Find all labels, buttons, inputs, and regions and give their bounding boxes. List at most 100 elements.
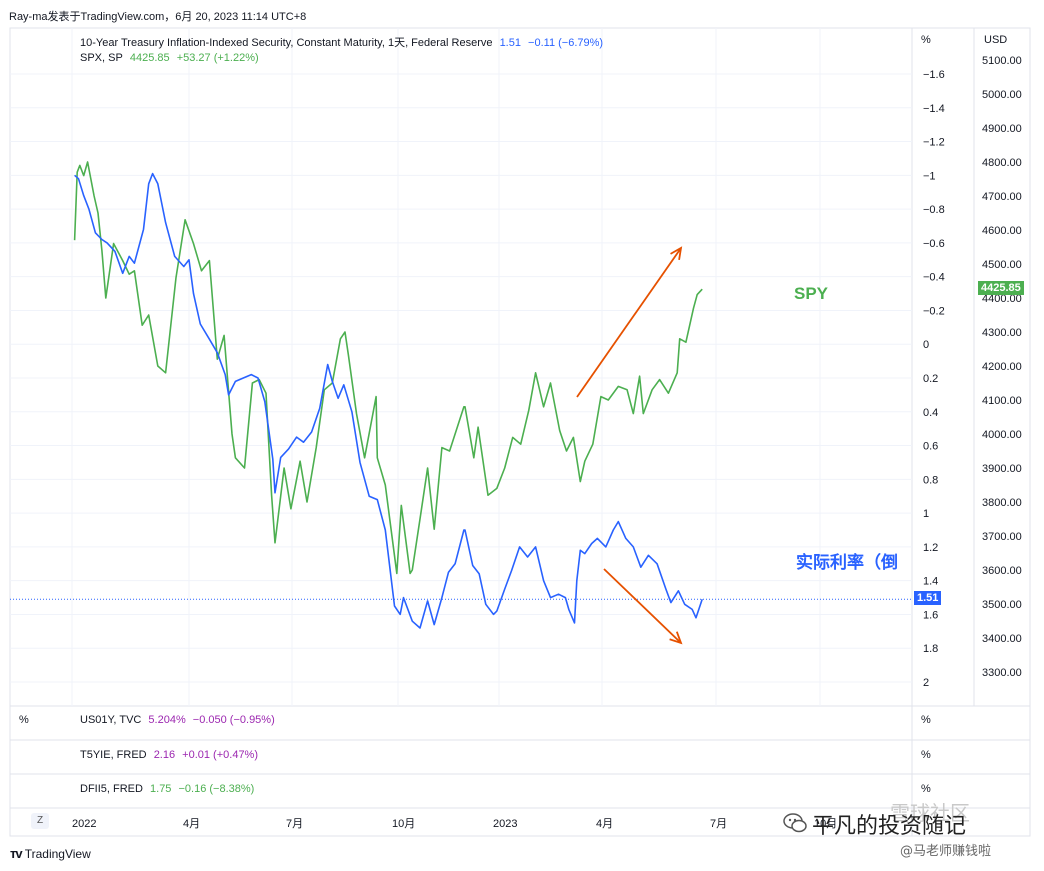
x-axis-ticks: 2022 4月 7月 10月 2023 4月 7月 10月 (72, 818, 837, 830)
brand-label: TradingView (24, 847, 91, 861)
legend-tips-value: 1.51 (499, 37, 521, 49)
watermark-line2: @马老师赚钱啦 (900, 844, 992, 859)
left-tick-label: 0.6 (923, 441, 938, 453)
chart-frame (9, 27, 1031, 837)
right-tick-label: 4500.00 (982, 259, 1022, 271)
series-line-tips (74, 172, 703, 629)
down-arrow (603, 568, 683, 645)
legend-tips-name: 10-Year Treasury Inflation-Indexed Secur… (80, 37, 493, 49)
tips-price-tag: 1.51 (914, 591, 942, 606)
right-scale-unit: USD (984, 34, 1008, 46)
wechat-icon (783, 812, 807, 834)
left-tick-label: −0.8 (923, 204, 945, 216)
pane-1-legend[interactable]: US01Y, TVC 5.204% −0.050 (−0.95%) (80, 714, 279, 726)
right-tick-label: 4900.00 (982, 123, 1022, 135)
left-axis-ticks: −1.6 −1.4 −1.2 −1 −0.8 −0.6 −0.4 −0.2 0 0.2 0.4 0.6… (923, 69, 945, 689)
up-arrow-shaft (576, 247, 682, 398)
annotation-spy: SPY (794, 284, 829, 303)
right-tick-label: 4600.00 (982, 225, 1022, 237)
legend-tips-change: −0.11 (−6.79%) (528, 37, 604, 49)
pane-1-unit: % (19, 714, 29, 726)
left-tick-label: −1.2 (923, 137, 945, 149)
series-layer (73, 161, 703, 629)
right-tick-label: 3400.00 (982, 633, 1022, 645)
right-tick-label: 4100.00 (982, 395, 1022, 407)
up-arrow (576, 246, 683, 398)
left-tick-label: 2 (923, 677, 929, 689)
tradingview-logo-icon: ᴛᴠ (10, 846, 23, 861)
chart-grid (10, 28, 912, 706)
legend-tips[interactable]: 10-Year Treasury Inflation-Indexed Secur… (80, 34, 607, 50)
left-tick-label: 0 (923, 339, 929, 351)
x-tick-label: 2023 (493, 818, 517, 830)
right-tick-label: 4700.00 (982, 191, 1022, 203)
pane-3-right-unit: % (921, 783, 931, 795)
right-tick-label: 3500.00 (982, 599, 1022, 611)
left-tick-label: −1.6 (923, 69, 945, 81)
legend-spx-name: SPX, SP (80, 52, 123, 64)
x-tick-label: 7月 (286, 818, 303, 830)
pane-2-right-unit: % (921, 749, 931, 761)
up-arrow-head (670, 246, 683, 260)
pane-1-name: US01Y, TVC (80, 714, 142, 726)
left-tick-label: −1 (923, 170, 936, 182)
x-tick-label: 4月 (183, 818, 200, 830)
right-tick-label: 4800.00 (982, 157, 1022, 169)
pane-1-value: 5.204% (148, 714, 186, 726)
x-tick-label: 4月 (596, 818, 613, 830)
left-tick-label: −0.4 (923, 272, 945, 284)
right-tick-label: 3300.00 (982, 667, 1022, 679)
pane-3-name: DFII5, FRED (80, 783, 143, 795)
left-tick-label: 0.2 (923, 373, 938, 385)
right-axis-ticks: 5100.00 5000.00 4900.00 4800.00 4700.00 4600.… (982, 55, 1022, 679)
legend-spx-value: 4425.85 (129, 52, 170, 64)
right-tick-label: 3800.00 (982, 497, 1022, 509)
left-tick-label: −0.6 (923, 238, 945, 250)
watermark-faded: 雪球社区 (890, 801, 970, 825)
chart-border (9, 27, 1031, 837)
left-scale-unit: % (921, 34, 931, 46)
left-tick-label: 1.6 (923, 609, 938, 621)
down-arrow-shaft (603, 568, 682, 644)
x-tick-label: 10月 (392, 818, 415, 830)
right-tick-label: 3700.00 (982, 531, 1022, 543)
left-tick-label: 1.4 (923, 576, 938, 588)
x-tick-label: 10月 (814, 818, 837, 830)
publish-header: Ray-ma发表于TradingView.com，6月 20, 2023 11:… (9, 11, 307, 23)
pane-1-change: −0.050 (−0.95%) (192, 714, 275, 726)
pane-3-change: −0.16 (−8.38%) (178, 783, 255, 795)
right-tick-label: 4400.00 (982, 293, 1022, 305)
annotation-real-rate: 实际利率（倒 (796, 553, 898, 572)
x-tick-label: 2022 (72, 818, 96, 830)
x-tick-label: 7月 (710, 818, 727, 830)
right-tick-label: 3900.00 (982, 463, 1022, 475)
down-arrow-head (669, 631, 683, 645)
pane-2-legend[interactable]: T5YIE, FRED 2.16 +0.01 (+0.47%) (80, 749, 262, 761)
timezone-button[interactable]: Z (31, 813, 49, 829)
left-tick-label: 1 (923, 508, 929, 520)
left-tick-label: 1.2 (923, 542, 938, 554)
right-tick-label: 5000.00 (982, 89, 1022, 101)
right-tick-label: 4200.00 (982, 361, 1022, 373)
pane-2-change: +0.01 (+0.47%) (182, 749, 259, 761)
pane-2-name: T5YIE, FRED (80, 749, 147, 761)
legend-spx[interactable]: SPX, SP 4425.85 +53.27 (+1.22%) (80, 52, 263, 64)
left-tick-label: −1.4 (923, 103, 945, 115)
pane-2-value: 2.16 (153, 749, 176, 761)
left-tick-label: 1.8 (923, 643, 938, 655)
tradingview-brand[interactable]: ᴛᴠ TradingView (10, 846, 91, 861)
right-tick-label: 4300.00 (982, 327, 1022, 339)
spx-price-tag: 4425.85 (978, 281, 1024, 296)
left-tick-label: −0.2 (923, 305, 945, 317)
pane-3-value: 1.75 (150, 783, 172, 795)
pane-3-legend[interactable]: DFII5, FRED 1.75 −0.16 (−8.38%) (80, 783, 258, 795)
left-tick-label: 0.8 (923, 474, 938, 486)
series-line-spx (73, 161, 703, 575)
left-tick-label: 0.4 (923, 407, 938, 419)
pane-1-right-unit: % (921, 714, 931, 726)
right-tick-label: 3600.00 (982, 565, 1022, 577)
right-tick-label: 4000.00 (982, 429, 1022, 441)
marks-layer (10, 246, 912, 645)
watermark-line1: 平凡的投资随记 (812, 814, 967, 839)
